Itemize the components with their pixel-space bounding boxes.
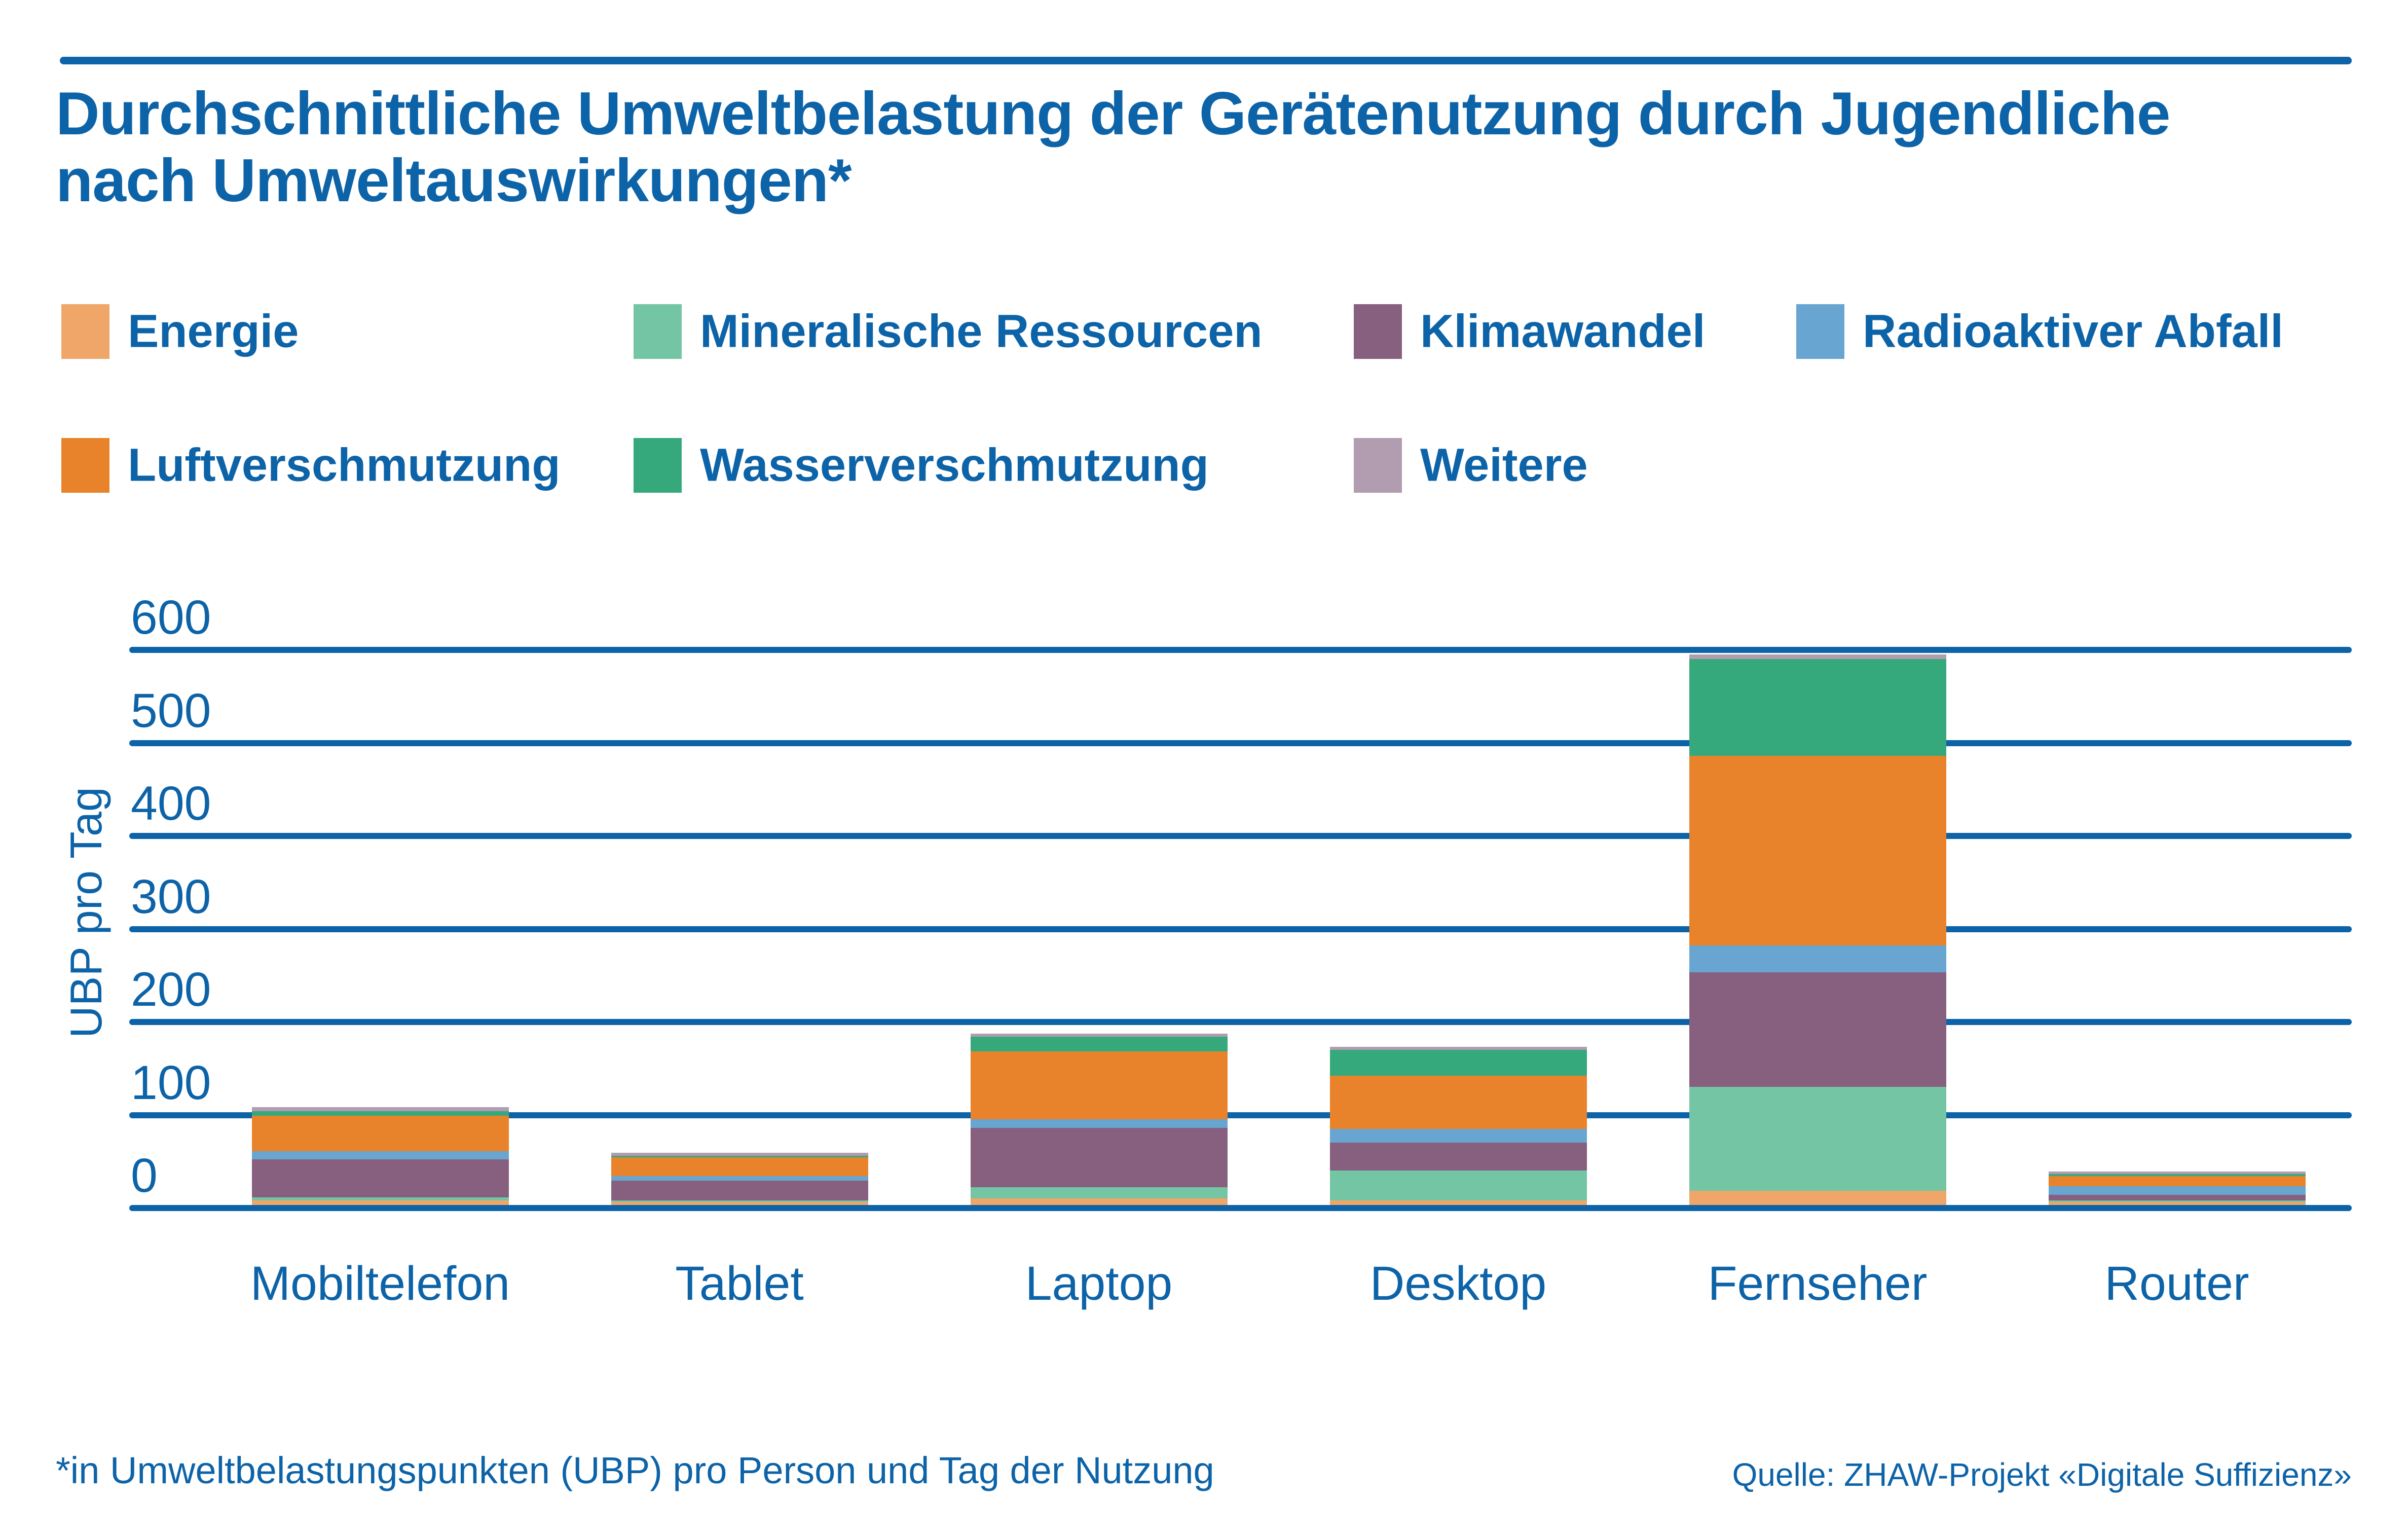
chart-title-line2: nach Umweltauswirkungen* [56, 147, 852, 214]
legend-label-weitere: Weitere [1420, 439, 1588, 491]
segment-tablet-weitere [611, 1153, 868, 1156]
segment-mobiltelefon-energie [251, 1200, 509, 1205]
legend-label-klimawandel: Klimawandel [1420, 305, 1706, 357]
header-rule [60, 57, 2352, 64]
y-tick-label-0: 0 [131, 1149, 158, 1202]
segment-laptop-weitere [970, 1034, 1228, 1037]
segment-desktop-weitere [1329, 1047, 1587, 1050]
legend-swatch-klimawandel [1354, 304, 1402, 359]
y-tick-label-200: 200 [131, 963, 211, 1016]
legend-swatch-weitere [1354, 438, 1402, 493]
segment-router-energie [2048, 1202, 2306, 1205]
segment-desktop-klimawandel [1329, 1143, 1587, 1171]
x-axis-label-fernseher: Fernseher [1708, 1257, 1928, 1310]
segment-laptop-radioaktiver-abfall [970, 1119, 1228, 1128]
legend-swatch-energie [61, 304, 109, 359]
segment-tablet-klimawandel [611, 1181, 868, 1200]
footnote: *in Umweltbelastungspunkten (UBP) pro Pe… [56, 1449, 1214, 1491]
segment-router-mineralische-ressourcen [2048, 1200, 2306, 1202]
segment-desktop-radioaktiver-abfall [1329, 1128, 1587, 1143]
segment-fernseher-radioaktiver-abfall [1689, 945, 1946, 973]
y-tick-label-100: 100 [131, 1055, 211, 1110]
segment-router-radioaktiver-abfall [2048, 1186, 2306, 1195]
segment-fernseher-klimawandel [1689, 972, 1946, 1087]
gridline-600 [129, 647, 2352, 653]
y-tick-label-600: 600 [131, 591, 211, 644]
legend-label-wasserverschmutzung: Wasserverschmutzung [700, 439, 1209, 491]
segment-mobiltelefon-radioaktiver-abfall [251, 1151, 509, 1160]
segment-mobiltelefon-weitere [251, 1107, 509, 1111]
segment-tablet-radioaktiver-abfall [611, 1176, 868, 1181]
segment-desktop-luftverschmutzung [1329, 1075, 1587, 1129]
chart-title-line1: Durchschnittliche Umweltbelastung der Ge… [56, 80, 2171, 148]
segment-tablet-energie [611, 1202, 868, 1205]
legend-label-radioaktiver-abfall: Radioaktiver Abfall [1863, 305, 2283, 357]
legend-swatch-mineralische-ressourcen [634, 304, 682, 359]
segment-fernseher-energie [1689, 1191, 1946, 1205]
gridline-400 [129, 833, 2352, 839]
segment-fernseher-wasserverschmutzung [1689, 659, 1946, 756]
gridline-500 [129, 740, 2352, 746]
segment-desktop-energie [1329, 1200, 1587, 1205]
segment-tablet-luftverschmutzung [611, 1157, 868, 1177]
x-axis-label-laptop: Laptop [1025, 1257, 1173, 1310]
segment-mobiltelefon-wasserverschmutzung [251, 1111, 509, 1116]
y-tick-label-300: 300 [131, 869, 211, 924]
gridline-200 [129, 1019, 2352, 1025]
segment-router-weitere [2048, 1171, 2306, 1175]
legend-label-mineralische-ressourcen: Mineralische Ressourcen [700, 305, 1263, 357]
segment-laptop-mineralische-ressourcen [970, 1187, 1228, 1199]
x-axis-label-mobiltelefon: Mobiltelefon [250, 1257, 510, 1310]
y-tick-label-400: 400 [131, 777, 211, 830]
segment-fernseher-mineralische-ressourcen [1689, 1086, 1946, 1191]
segment-mobiltelefon-klimawandel [251, 1159, 509, 1198]
segment-fernseher-weitere [1689, 654, 1946, 659]
legend-swatch-wasserverschmutzung [634, 438, 682, 493]
segment-mobiltelefon-mineralische-ressourcen [251, 1197, 509, 1200]
segment-router-luftverschmutzung [2048, 1176, 2306, 1187]
legend-label-energie: Energie [128, 305, 299, 357]
chart-title: Durchschnittliche Umweltbelastung der Ge… [56, 80, 2347, 214]
gridline-0 [129, 1205, 2352, 1211]
y-tick-label-500: 500 [131, 683, 211, 738]
segment-laptop-energie [970, 1198, 1228, 1205]
source-credit: Quelle: ZHAW-Projekt «Digitale Suffizien… [1732, 1456, 2352, 1493]
y-axis-title: UBP pro Tag [61, 787, 111, 1038]
legend-label-luftverschmutzung: Luftverschmutzung [128, 439, 561, 491]
segment-fernseher-luftverschmutzung [1689, 755, 1946, 946]
x-axis-label-router: Router [2104, 1257, 2249, 1310]
segment-laptop-klimawandel [970, 1127, 1228, 1188]
segment-laptop-wasserverschmutzung [970, 1036, 1228, 1052]
x-axis-label-desktop: Desktop [1369, 1257, 1547, 1310]
segment-tablet-wasserverschmutzung [611, 1155, 868, 1158]
gridline-300 [129, 926, 2352, 932]
segment-desktop-mineralische-ressourcen [1329, 1171, 1587, 1200]
x-axis-label-tablet: Tablet [675, 1257, 804, 1310]
segment-desktop-wasserverschmutzung [1329, 1049, 1587, 1076]
segment-tablet-mineralische-ressourcen [611, 1200, 868, 1202]
legend-swatch-luftverschmutzung [61, 438, 109, 493]
segment-router-klimawandel [2048, 1194, 2306, 1200]
segment-laptop-luftverschmutzung [970, 1051, 1228, 1120]
legend-swatch-radioaktiver-abfall [1796, 304, 1844, 359]
segment-router-wasserverschmutzung [2048, 1174, 2306, 1177]
segment-mobiltelefon-luftverschmutzung [251, 1115, 509, 1151]
